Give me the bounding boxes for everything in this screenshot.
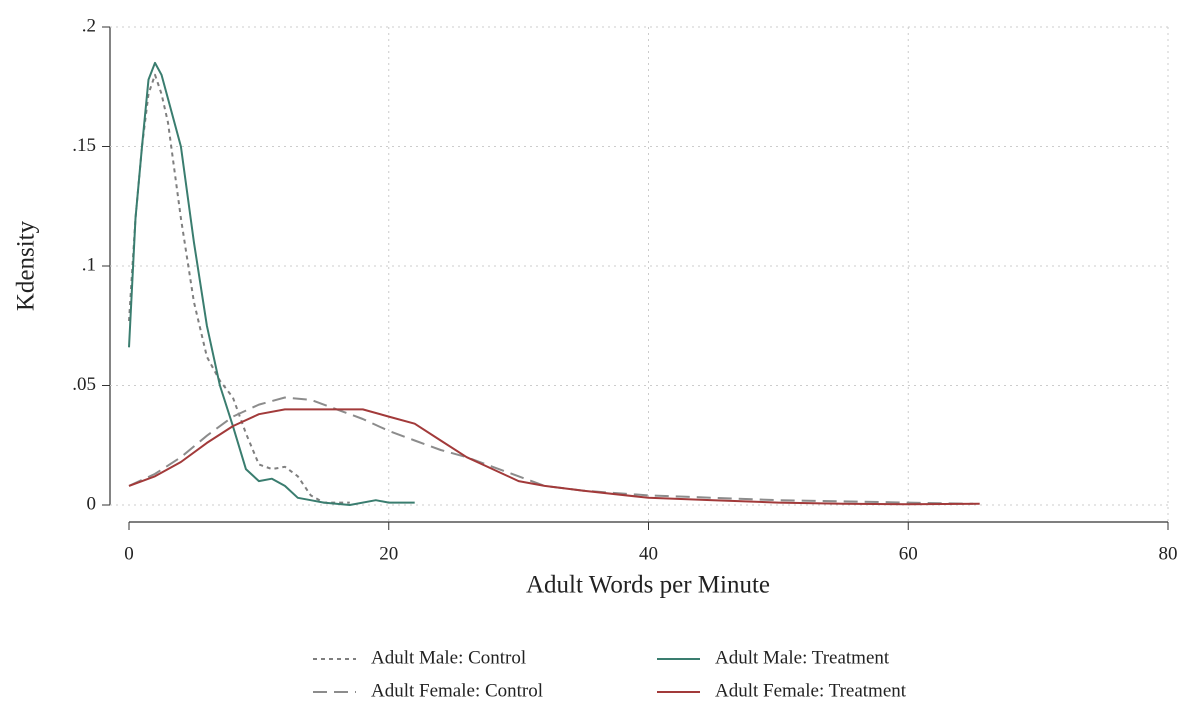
line-series <box>128 408 980 506</box>
x-tick-label: 40 <box>639 543 658 564</box>
y-tick-label: 0 <box>87 493 97 514</box>
legend-label: Adult Male: Control <box>371 647 526 668</box>
legend-label: Adult Female: Treatment <box>715 680 907 701</box>
y-tick-label: .15 <box>72 135 96 156</box>
x-tick-label: 60 <box>899 543 918 564</box>
legend-label: Adult Female: Control <box>371 680 543 701</box>
line-series <box>128 396 974 505</box>
x-tick-label: 20 <box>379 543 398 564</box>
line-series <box>128 73 350 504</box>
line-series <box>128 61 415 506</box>
y-tick-label: .05 <box>72 374 96 395</box>
y-tick-label: .1 <box>82 254 96 275</box>
y-axis-title: Kdensity <box>13 220 40 311</box>
x-tick-label: 80 <box>1159 543 1178 564</box>
y-tick-label: .2 <box>82 15 96 36</box>
legend-label: Adult Male: Treatment <box>715 647 890 668</box>
x-tick-label: 0 <box>124 543 134 564</box>
x-axis-title: Adult Words per Minute <box>526 572 770 599</box>
